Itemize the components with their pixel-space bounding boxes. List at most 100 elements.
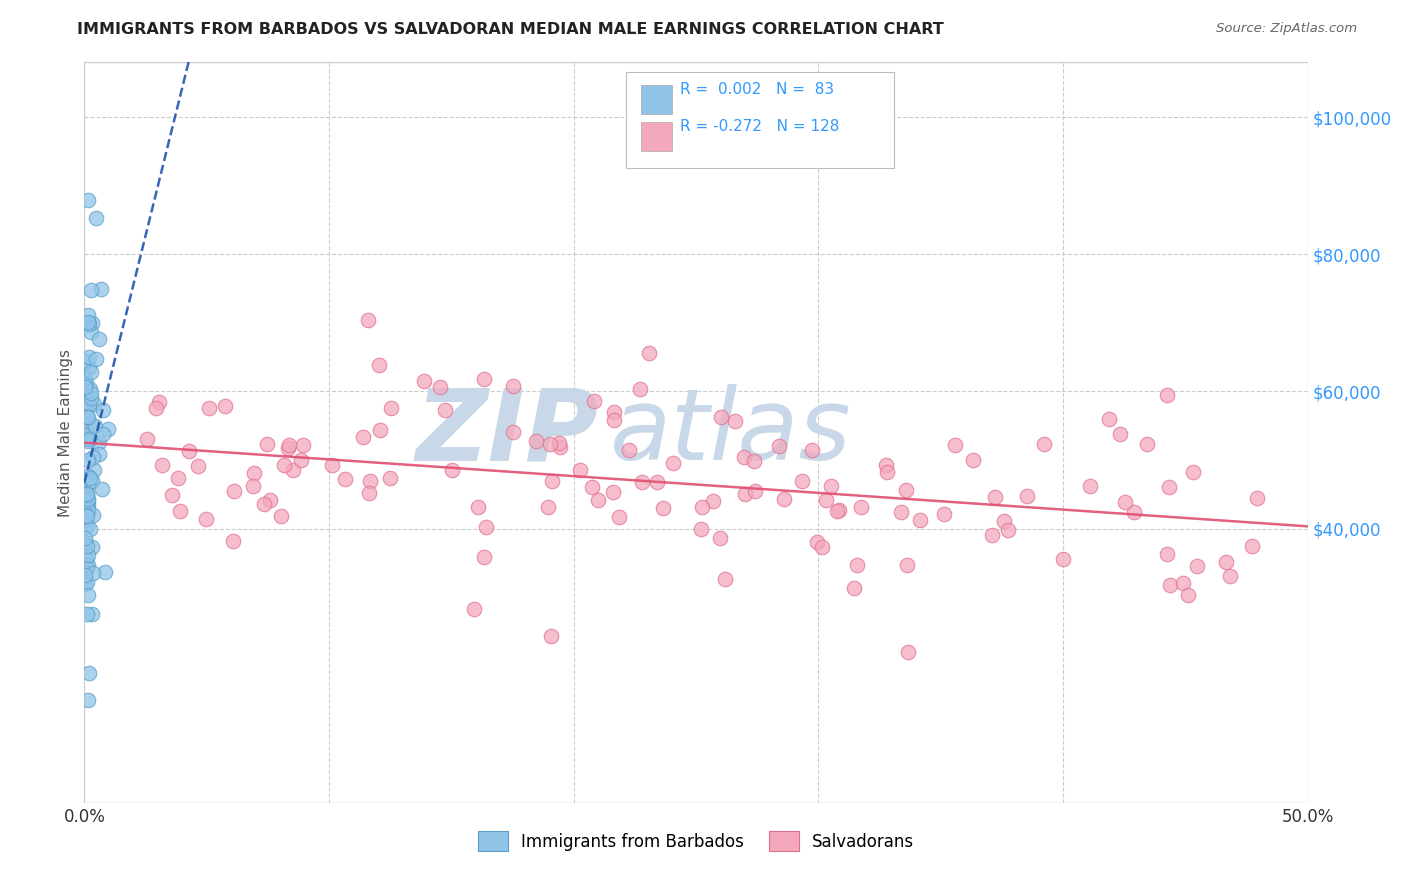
Point (76, 574, 98, 589)
Text: R = -0.272   N = 128: R = -0.272 N = 128 (681, 120, 839, 135)
FancyBboxPatch shape (641, 85, 672, 114)
Point (1159, 480, 1181, 494)
Point (359, 475, 381, 489)
Point (79, 283, 101, 297)
Point (80, 385, 103, 400)
Point (502, 379, 524, 393)
Point (77, 499, 100, 513)
Point (617, 443, 640, 458)
Point (357, 485, 380, 500)
Point (76, 503, 98, 517)
Point (1173, 576, 1195, 591)
Point (93, 426, 115, 441)
Point (73, 472, 96, 486)
Point (828, 502, 851, 516)
Point (77, 308, 100, 322)
Point (502, 425, 524, 439)
Text: Source: ZipAtlas.com: Source: ZipAtlas.com (1216, 22, 1357, 36)
Point (77, 428, 100, 442)
Point (702, 494, 724, 508)
Point (811, 541, 834, 555)
Point (292, 437, 315, 451)
Point (197, 401, 219, 415)
Point (87, 447, 110, 461)
Point (76, 488, 98, 502)
Point (742, 454, 765, 468)
Point (714, 572, 737, 586)
Point (709, 531, 731, 545)
Point (76, 452, 98, 467)
Point (75, 354, 97, 368)
Point (243, 466, 266, 480)
FancyBboxPatch shape (641, 121, 672, 152)
Text: atlas: atlas (610, 384, 852, 481)
Point (145, 401, 167, 415)
Point (1052, 552, 1074, 566)
Point (1080, 479, 1102, 493)
Point (463, 602, 485, 616)
Point (849, 500, 872, 514)
Point (82, 419, 104, 434)
Point (734, 486, 756, 500)
Point (1098, 412, 1121, 426)
Point (82, 508, 104, 522)
Point (603, 413, 626, 427)
Point (167, 471, 190, 485)
Point (97, 421, 120, 435)
Point (474, 371, 496, 385)
Point (1159, 578, 1181, 592)
Point (1156, 387, 1178, 401)
Point (75, 376, 97, 390)
Point (429, 380, 451, 394)
Point (90, 282, 112, 296)
Point (77, 317, 100, 331)
Point (690, 500, 713, 515)
Point (253, 498, 276, 512)
Text: IMMIGRANTS FROM BARBADOS VS SALVADORAN MEDIAN MALE EARNINGS CORRELATION CHART: IMMIGRANTS FROM BARBADOS VS SALVADORAN M… (77, 22, 943, 37)
Point (768, 439, 790, 453)
Point (84, 211, 107, 226)
Point (195, 512, 218, 526)
Point (82, 566, 104, 580)
Point (77, 491, 100, 506)
Point (80, 391, 103, 405)
Point (724, 414, 747, 428)
Point (1240, 539, 1263, 553)
Point (214, 399, 236, 413)
Point (652, 501, 675, 516)
Point (80, 365, 103, 379)
Point (806, 534, 828, 549)
Point (537, 500, 560, 515)
Point (94, 565, 117, 579)
Point (82, 450, 104, 464)
Point (75, 500, 97, 515)
Point (1032, 437, 1054, 451)
Point (524, 434, 547, 448)
Point (628, 382, 651, 396)
Point (607, 509, 630, 524)
Point (77, 558, 100, 572)
Point (222, 534, 245, 549)
Point (77, 193, 100, 207)
Point (801, 443, 824, 458)
Point (80, 474, 103, 488)
Point (76, 434, 98, 448)
Point (602, 484, 624, 499)
Point (908, 513, 931, 527)
Y-axis label: Median Male Earnings: Median Male Earnings (58, 349, 73, 516)
Point (983, 491, 1005, 505)
Point (76, 561, 98, 575)
Point (169, 504, 191, 518)
Point (357, 313, 380, 327)
Point (77, 397, 100, 411)
Point (1181, 465, 1204, 479)
Point (586, 493, 609, 508)
Point (1219, 568, 1241, 582)
Point (73, 399, 96, 413)
Point (744, 484, 766, 499)
Point (76, 486, 98, 500)
Point (75, 380, 97, 394)
Point (273, 458, 295, 472)
Point (91, 482, 114, 496)
Point (76, 469, 98, 483)
